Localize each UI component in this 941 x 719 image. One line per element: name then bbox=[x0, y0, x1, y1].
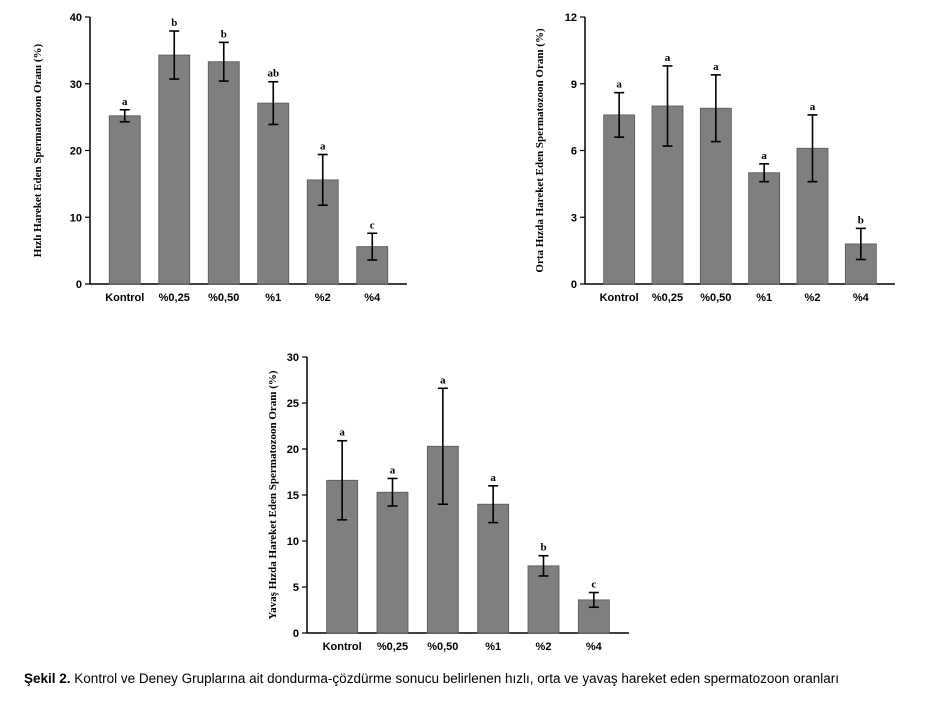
bar bbox=[257, 102, 290, 285]
category-label: %0,25 bbox=[377, 641, 408, 653]
figure-caption: Şekil 2. Kontrol ve Deney Gruplarına ait… bbox=[24, 670, 922, 688]
significance-label: a bbox=[320, 141, 326, 153]
y-tick-label: 30 bbox=[70, 79, 82, 91]
y-axis-label: Hızlı Hareket Eden Spermatozoon Oranı (%… bbox=[32, 43, 44, 257]
category-label: %4 bbox=[364, 292, 381, 304]
y-tick-label: 20 bbox=[70, 146, 82, 158]
significance-label: b bbox=[540, 542, 546, 554]
category-label: %0,50 bbox=[427, 641, 458, 653]
bar bbox=[603, 114, 636, 285]
category-label: Kontrol bbox=[323, 641, 362, 653]
y-axis-label: Yavaş Hızda Hareket Eden Spermatozoon Or… bbox=[267, 370, 279, 619]
y-tick-label: 5 bbox=[293, 582, 299, 594]
y-tick-label: 40 bbox=[70, 12, 82, 24]
significance-label: a bbox=[616, 79, 622, 91]
category-label: %1 bbox=[265, 292, 281, 304]
category-label: %2 bbox=[536, 641, 552, 653]
y-tick-label: 12 bbox=[565, 12, 577, 24]
y-tick-label: 10 bbox=[70, 212, 82, 224]
category-label: %4 bbox=[853, 292, 870, 304]
category-label: %2 bbox=[315, 292, 331, 304]
chart-panel-3: 0 5 10 15 20 25 30 Yavaş Hızda Hareket Eden Spe… bbox=[267, 352, 629, 653]
category-label: %2 bbox=[805, 292, 821, 304]
y-tick-label: 15 bbox=[287, 490, 299, 502]
y-tick-label: 20 bbox=[287, 444, 299, 456]
significance-label: a bbox=[339, 427, 345, 439]
caption-text: Kontrol ve Deney Gruplarına ait dondurma… bbox=[70, 671, 839, 686]
y-tick-label: 10 bbox=[287, 536, 299, 548]
y-tick-label: 3 bbox=[571, 212, 577, 224]
category-label: %4 bbox=[586, 641, 603, 653]
bar bbox=[477, 503, 510, 634]
significance-label: a bbox=[440, 374, 446, 386]
significance-label: c bbox=[591, 579, 596, 591]
chart-panel-1: 0 10 20 30 40 Hızlı Hareket Eden Spermatozoon… bbox=[32, 12, 407, 304]
y-axis-label: Orta Hızda Hareket Eden Spermatozoon Ora… bbox=[534, 28, 546, 273]
category-label: %0,25 bbox=[159, 292, 190, 304]
bar bbox=[376, 491, 409, 634]
category-label: Kontrol bbox=[105, 292, 144, 304]
significance-label: a bbox=[713, 61, 719, 73]
significance-label: a bbox=[390, 464, 396, 476]
bar bbox=[158, 54, 191, 285]
y-tick-label: 0 bbox=[76, 279, 82, 291]
significance-label: b bbox=[221, 28, 227, 40]
y-tick-label: 0 bbox=[293, 628, 299, 640]
chart-panel-2: 0 3 6 9 12 Orta Hızda Hareket Eden Spermatozo… bbox=[534, 12, 895, 304]
caption-label: Şekil 2. bbox=[24, 671, 71, 686]
category-label: %1 bbox=[756, 292, 772, 304]
bar bbox=[207, 61, 240, 285]
category-label: %0,50 bbox=[700, 292, 731, 304]
y-tick-label: 25 bbox=[287, 398, 299, 410]
y-tick-label: 30 bbox=[287, 352, 299, 364]
significance-label: a bbox=[490, 472, 496, 484]
bar bbox=[108, 115, 141, 285]
category-label: Kontrol bbox=[600, 292, 639, 304]
significance-label: a bbox=[761, 150, 767, 162]
significance-label: a bbox=[665, 52, 671, 64]
significance-label: b bbox=[171, 17, 177, 29]
y-tick-label: 0 bbox=[571, 279, 577, 291]
y-tick-label: 9 bbox=[571, 79, 577, 91]
significance-label: c bbox=[370, 219, 375, 231]
bar bbox=[748, 172, 781, 285]
category-label: %0,25 bbox=[652, 292, 683, 304]
category-label: %1 bbox=[485, 641, 501, 653]
significance-label: b bbox=[858, 214, 864, 226]
category-label: %0,50 bbox=[208, 292, 239, 304]
significance-label: ab bbox=[267, 68, 279, 80]
y-tick-label: 6 bbox=[571, 146, 577, 158]
significance-label: a bbox=[122, 96, 128, 108]
significance-label: a bbox=[810, 101, 816, 113]
